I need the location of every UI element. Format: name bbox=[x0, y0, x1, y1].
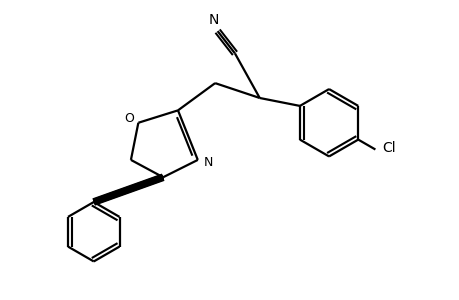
Text: N: N bbox=[208, 13, 219, 27]
Text: Cl: Cl bbox=[381, 141, 395, 155]
Text: O: O bbox=[124, 112, 134, 125]
Text: N: N bbox=[204, 156, 213, 169]
